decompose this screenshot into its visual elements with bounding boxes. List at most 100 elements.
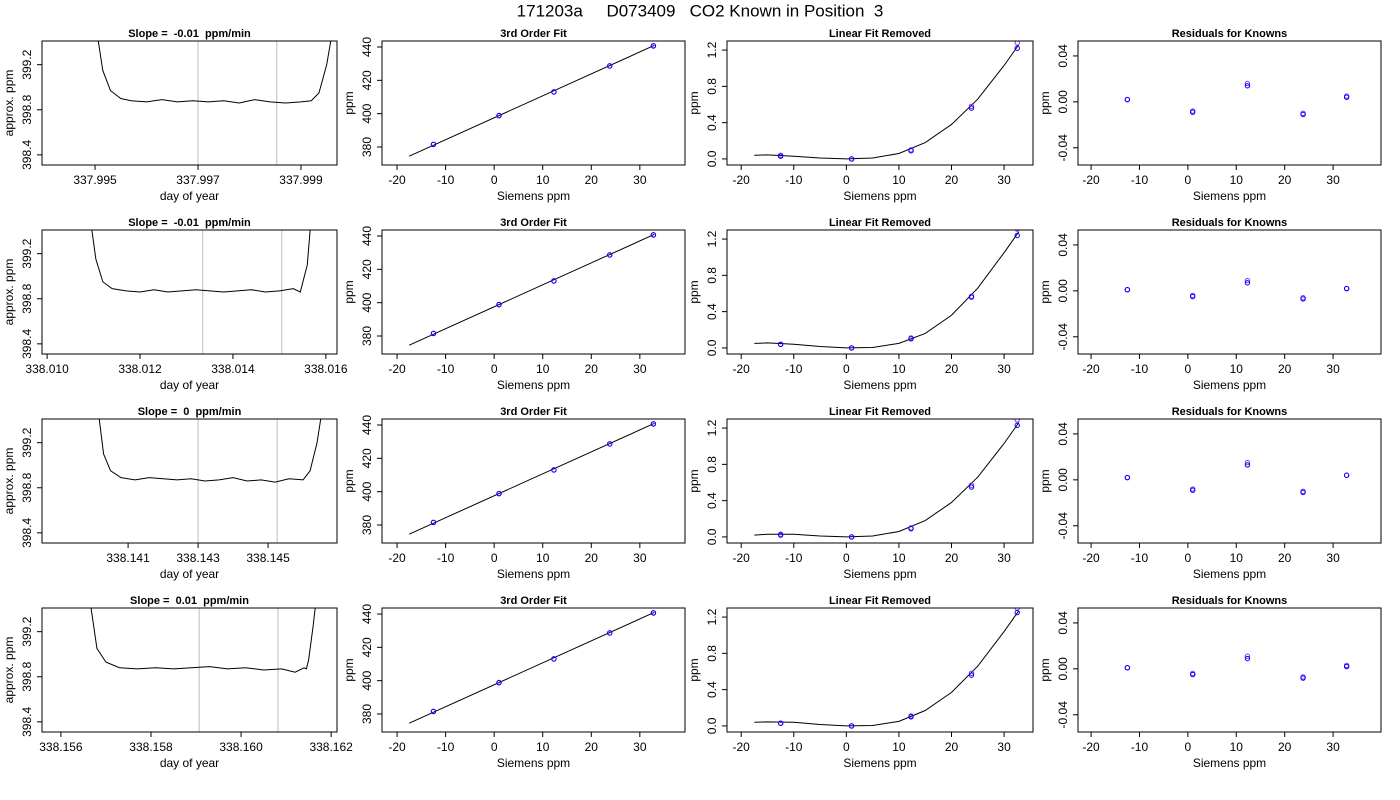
plot-frame <box>41 607 338 733</box>
y-tick-label: -0.04 <box>1056 512 1070 540</box>
data-line <box>754 231 1020 349</box>
panel-title: Slope = 0 ppm/min <box>138 406 242 418</box>
x-axis-label: Siemens ppm <box>497 378 570 392</box>
x-tick-label: 10 <box>892 551 906 565</box>
x-tick-label: 337.999 <box>279 173 323 187</box>
data-point <box>607 630 613 636</box>
data-point <box>1124 474 1131 481</box>
x-tick-label: 0 <box>1185 362 1192 376</box>
x-tick-label: 0 <box>491 173 498 187</box>
x-axis-label: day of year <box>160 756 219 770</box>
x-tick-label: 338.143 <box>176 551 220 565</box>
y-tick-label: 1.2 <box>705 608 719 625</box>
x-axis-label: Siemens ppm <box>843 567 916 581</box>
panel: 3rd Order Fit Siemens ppm ppm -20 -10 0 10 20 30… <box>342 217 686 392</box>
plot-area <box>754 419 1020 540</box>
x-tick-label: -20 <box>388 362 406 376</box>
x-tick-label: 0 <box>843 362 850 376</box>
x-tick-label: 0 <box>1185 551 1192 565</box>
data-point <box>1014 609 1020 616</box>
x-tick-label: 10 <box>892 173 906 187</box>
data-point <box>968 484 975 490</box>
x-axis-label: Siemens ppm <box>1193 378 1266 392</box>
x-tick-label: 10 <box>536 740 550 754</box>
data-point <box>650 421 657 427</box>
data-point <box>1300 296 1306 302</box>
x-tick-label: 10 <box>536 551 550 565</box>
y-tick-label: 399.2 <box>20 49 34 79</box>
data-point <box>908 526 914 532</box>
data-point <box>1343 94 1350 100</box>
x-tick-label: 10 <box>1230 740 1244 754</box>
panel-title: Residuals for Knowns <box>1172 406 1288 418</box>
y-tick-label: 0.0 <box>705 150 719 167</box>
y-axis-label: ppm <box>1038 469 1052 492</box>
x-tick-label: 10 <box>892 740 906 754</box>
data-point <box>430 141 437 148</box>
y-axis-label: approx. ppm <box>2 637 16 704</box>
y-tick-label: 440 <box>360 415 374 435</box>
plot-area <box>1124 653 1350 681</box>
x-axis-label: Siemens ppm <box>497 567 570 581</box>
y-axis-label: ppm <box>342 658 356 681</box>
panel-title: Linear Fit Removed <box>829 406 931 418</box>
data-point <box>1124 665 1131 671</box>
data-point <box>1300 111 1306 118</box>
x-tick-label: -10 <box>437 551 455 565</box>
data-point <box>1244 462 1251 468</box>
y-tick-label: 398.8 <box>20 472 34 502</box>
x-tick-label: 0 <box>491 551 498 565</box>
data-point <box>1244 277 1251 284</box>
y-tick-label: 400 <box>360 292 374 312</box>
panel-title: 3rd Order Fit <box>500 406 567 418</box>
y-axis-label: ppm <box>687 280 701 303</box>
data-point <box>968 103 975 110</box>
panel-title: Residuals for Knowns <box>1172 28 1288 40</box>
x-tick-label: -20 <box>733 362 751 376</box>
x-tick-label: 10 <box>536 173 550 187</box>
y-tick-label: 399.2 <box>20 427 34 457</box>
x-tick-label: -20 <box>733 551 751 565</box>
y-tick-label: 399.2 <box>20 238 34 268</box>
x-tick-label: 338.141 <box>106 551 150 565</box>
y-tick-label: 1.2 <box>705 419 719 436</box>
x-tick-label: 338.016 <box>304 362 348 376</box>
panel-title: Residuals for Knowns <box>1172 217 1288 229</box>
x-tick-label: 338.010 <box>25 362 69 376</box>
data-point <box>848 345 855 351</box>
y-tick-label: 398.8 <box>20 94 34 124</box>
data-point <box>430 330 437 337</box>
data-point <box>968 294 975 300</box>
data-line <box>97 41 332 104</box>
x-tick-label: 20 <box>1278 740 1292 754</box>
x-tick-label: -20 <box>1082 551 1100 565</box>
data-point <box>908 148 914 154</box>
y-tick-label: -0.04 <box>1056 701 1070 729</box>
x-tick-label: -20 <box>1082 362 1100 376</box>
panel: Slope = -0.01 ppm/min day of year approx. … <box>2 28 338 203</box>
data-point <box>1244 655 1251 662</box>
x-tick-label: 30 <box>1326 551 1340 565</box>
data-point <box>1190 293 1196 300</box>
plot-area <box>408 420 657 535</box>
y-axis-label: ppm <box>342 469 356 492</box>
y-tick-label: 398.4 <box>20 329 34 359</box>
data-point <box>496 112 502 119</box>
panel-title: Linear Fit Removed <box>829 28 931 40</box>
plot-frame <box>726 418 1034 544</box>
panel: Slope = 0.01 ppm/min day of year approx. p… <box>2 595 353 770</box>
x-tick-label: 10 <box>536 362 550 376</box>
plot-area <box>91 230 311 293</box>
data-point <box>1244 459 1251 466</box>
x-tick-label: -10 <box>437 740 455 754</box>
x-tick-label: 20 <box>945 173 959 187</box>
plot-frame <box>381 607 686 733</box>
y-tick-label: 400 <box>360 670 374 690</box>
y-tick-label: 440 <box>360 37 374 57</box>
x-tick-label: -20 <box>733 740 751 754</box>
panel: Slope = -0.01 ppm/min day of year approx. … <box>2 217 348 392</box>
y-tick-label: 0.00 <box>1056 279 1070 303</box>
x-tick-label: 30 <box>633 551 647 565</box>
x-tick-label: 20 <box>585 740 599 754</box>
x-tick-label: -20 <box>733 173 751 187</box>
